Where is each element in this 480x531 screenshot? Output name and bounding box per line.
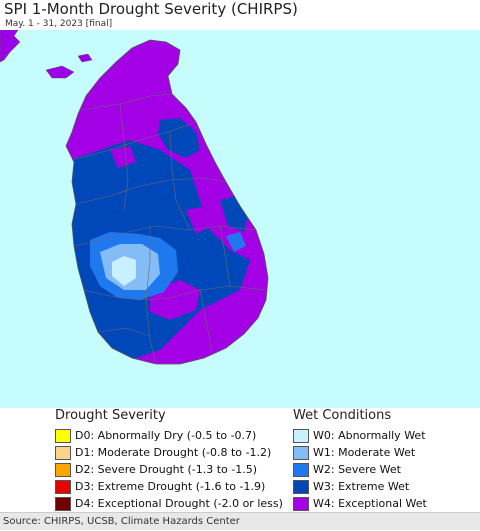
legend-label-w4: W4: Exceptional Wet (313, 497, 427, 510)
legend-swatch-w4 (293, 496, 309, 511)
district-boundaries (71, 93, 267, 365)
jaffna-islet (77, 53, 93, 63)
legend-item-d3: D3: Extreme Drought (-1.6 to -1.9) (55, 478, 283, 495)
legend-label-d0: D0: Abnormally Dry (-0.5 to -0.7) (75, 429, 257, 442)
zone-w2-east (226, 232, 246, 252)
legend-swatch-w2 (293, 462, 309, 477)
legend-label-d2: D2: Severe Drought (-1.3 to -1.5) (75, 463, 258, 476)
legend-swatch-w0 (293, 428, 309, 443)
zone-w4-pocket-2 (186, 206, 212, 234)
map-subtitle: May. 1 - 31, 2023 [final] (5, 19, 113, 29)
legend-item-w2: W2: Severe Wet (293, 461, 427, 478)
drought-map (0, 30, 480, 408)
legend-swatch-d2 (55, 462, 71, 477)
mainland-india (0, 30, 21, 63)
legend-label-d4: D4: Exceptional Drought (-2.0 or less) (75, 497, 283, 510)
legend-item-w3: W3: Extreme Wet (293, 478, 427, 495)
drought-legend: Drought Severity D0: Abnormally Dry (-0.… (55, 408, 283, 512)
wet-legend: Wet Conditions W0: Abnormally Wet W1: Mod… (293, 408, 427, 512)
zone-w4-pocket-3 (110, 146, 136, 168)
legend-swatch-d3 (55, 479, 71, 494)
zone-w3-north (158, 118, 200, 158)
legend-label-w3: W3: Extreme Wet (313, 480, 410, 493)
map-title: SPI 1-Month Drought Severity (CHIRPS) (4, 0, 298, 18)
drought-legend-title: Drought Severity (55, 408, 166, 423)
legend-item-d1: D1: Moderate Drought (-0.8 to -1.2) (55, 444, 283, 461)
legend-label-d3: D3: Extreme Drought (-1.6 to -1.9) (75, 480, 266, 493)
sri-lanka-outline (65, 39, 269, 365)
legend-swatch-w1 (293, 445, 309, 460)
legend-swatch-d4 (55, 496, 71, 511)
legend-item-w1: W1: Moderate Wet (293, 444, 427, 461)
source-footer: Source: CHIRPS, UCSB, Climate Hazards Ce… (0, 512, 480, 530)
legend-swatch-d1 (55, 445, 71, 460)
legend-label-w1: W1: Moderate Wet (313, 446, 416, 459)
legend-item-w4: W4: Exceptional Wet (293, 495, 427, 512)
legend-item-d0: D0: Abnormally Dry (-0.5 to -0.7) (55, 427, 283, 444)
legend-label-d1: D1: Moderate Drought (-0.8 to -1.2) (75, 446, 272, 459)
legend-label-w2: W2: Severe Wet (313, 463, 401, 476)
zone-w0 (112, 256, 136, 286)
legend-swatch-d0 (55, 428, 71, 443)
legend-item-d4: D4: Exceptional Drought (-2.0 or less) (55, 495, 283, 512)
legend-item-d2: D2: Severe Drought (-1.3 to -1.5) (55, 461, 283, 478)
legend-swatch-w3 (293, 479, 309, 494)
wet-legend-title: Wet Conditions (293, 408, 392, 423)
legend-item-w0: W0: Abnormally Wet (293, 427, 427, 444)
legend-label-w0: W0: Abnormally Wet (313, 429, 426, 442)
mannar-island (45, 65, 75, 79)
